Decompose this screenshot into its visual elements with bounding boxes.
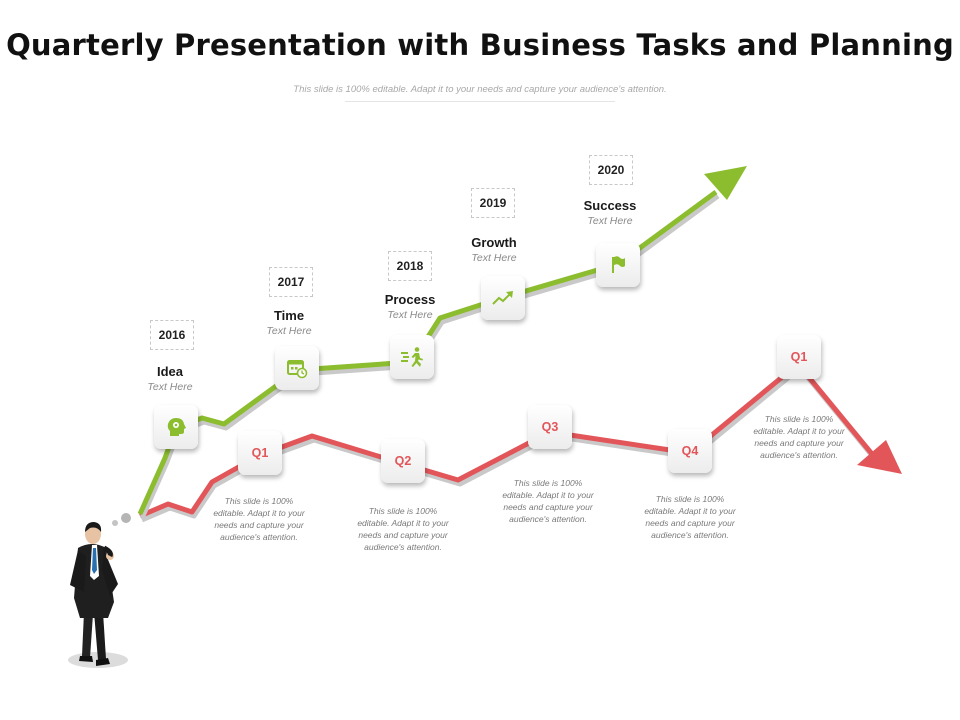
milestone-time-tile[interactable] [275, 346, 319, 390]
year-box-2019: 2019 [471, 188, 515, 218]
milestone-name: Time [273, 308, 305, 323]
milestone-process-tile[interactable] [390, 335, 434, 379]
milestone-name: Idea [156, 364, 183, 379]
businessman-thinking-icon [68, 522, 128, 668]
year-box-2016: 2016 [150, 320, 194, 350]
quarter-tile-q2[interactable]: Q2 [381, 439, 425, 483]
thought-bubble-small [112, 520, 118, 526]
quarter-description-q4: This slide is 100% editable. Adapt it to… [644, 494, 736, 540]
green-arrow-head [704, 166, 747, 200]
milestone-success-label: Success Text Here [555, 198, 665, 228]
trend-up-icon [492, 291, 513, 305]
milestone-text: Text Here [266, 325, 312, 337]
subtitle-divider [345, 101, 615, 102]
red-arrow-head [857, 440, 902, 474]
milestone-growth-label: Growth Text Here [439, 235, 549, 265]
quarter-tile-next-q1[interactable]: Q1 [777, 335, 821, 379]
year-box-2018: 2018 [388, 251, 432, 281]
milestone-time-label: Time Text Here [234, 308, 344, 338]
thought-bubble-large [121, 513, 131, 523]
head-idea-icon [167, 418, 186, 436]
milestone-text: Text Here [387, 309, 433, 321]
year-box-2020: 2020 [589, 155, 633, 185]
milestone-idea-tile[interactable] [154, 405, 198, 449]
milestone-text: Text Here [471, 252, 517, 264]
milestone-text: Text Here [147, 381, 193, 393]
running-man-icon [401, 347, 423, 367]
milestone-process-label: Process Text Here [355, 292, 465, 322]
slide-subtitle: This slide is 100% editable. Adapt it to… [293, 84, 667, 95]
quarter-tile-q3[interactable]: Q3 [528, 405, 572, 449]
quarter-description-q3: This slide is 100% editable. Adapt it to… [502, 478, 594, 524]
milestone-idea-label: Idea Text Here [115, 364, 225, 394]
quarter-description-q2: This slide is 100% editable. Adapt it to… [357, 506, 449, 552]
milestone-success-tile[interactable] [596, 243, 640, 287]
milestone-growth-tile[interactable] [481, 276, 525, 320]
year-box-2017: 2017 [269, 267, 313, 297]
milestone-text: Text Here [587, 215, 633, 227]
flag-icon [612, 256, 625, 273]
milestone-name: Growth [471, 235, 517, 250]
quarter-tile-q4[interactable]: Q4 [668, 429, 712, 473]
slide-title: Quarterly Presentation with Business Tas… [6, 28, 954, 62]
quarter-description-next-q1: This slide is 100% editable. Adapt it to… [753, 414, 845, 460]
quarter-tile-q1[interactable]: Q1 [238, 431, 282, 475]
milestone-name: Process [384, 292, 436, 307]
calendar-clock-icon [287, 360, 308, 379]
quarter-description-q1: This slide is 100% editable. Adapt it to… [213, 496, 305, 542]
milestone-name: Success [583, 198, 637, 213]
